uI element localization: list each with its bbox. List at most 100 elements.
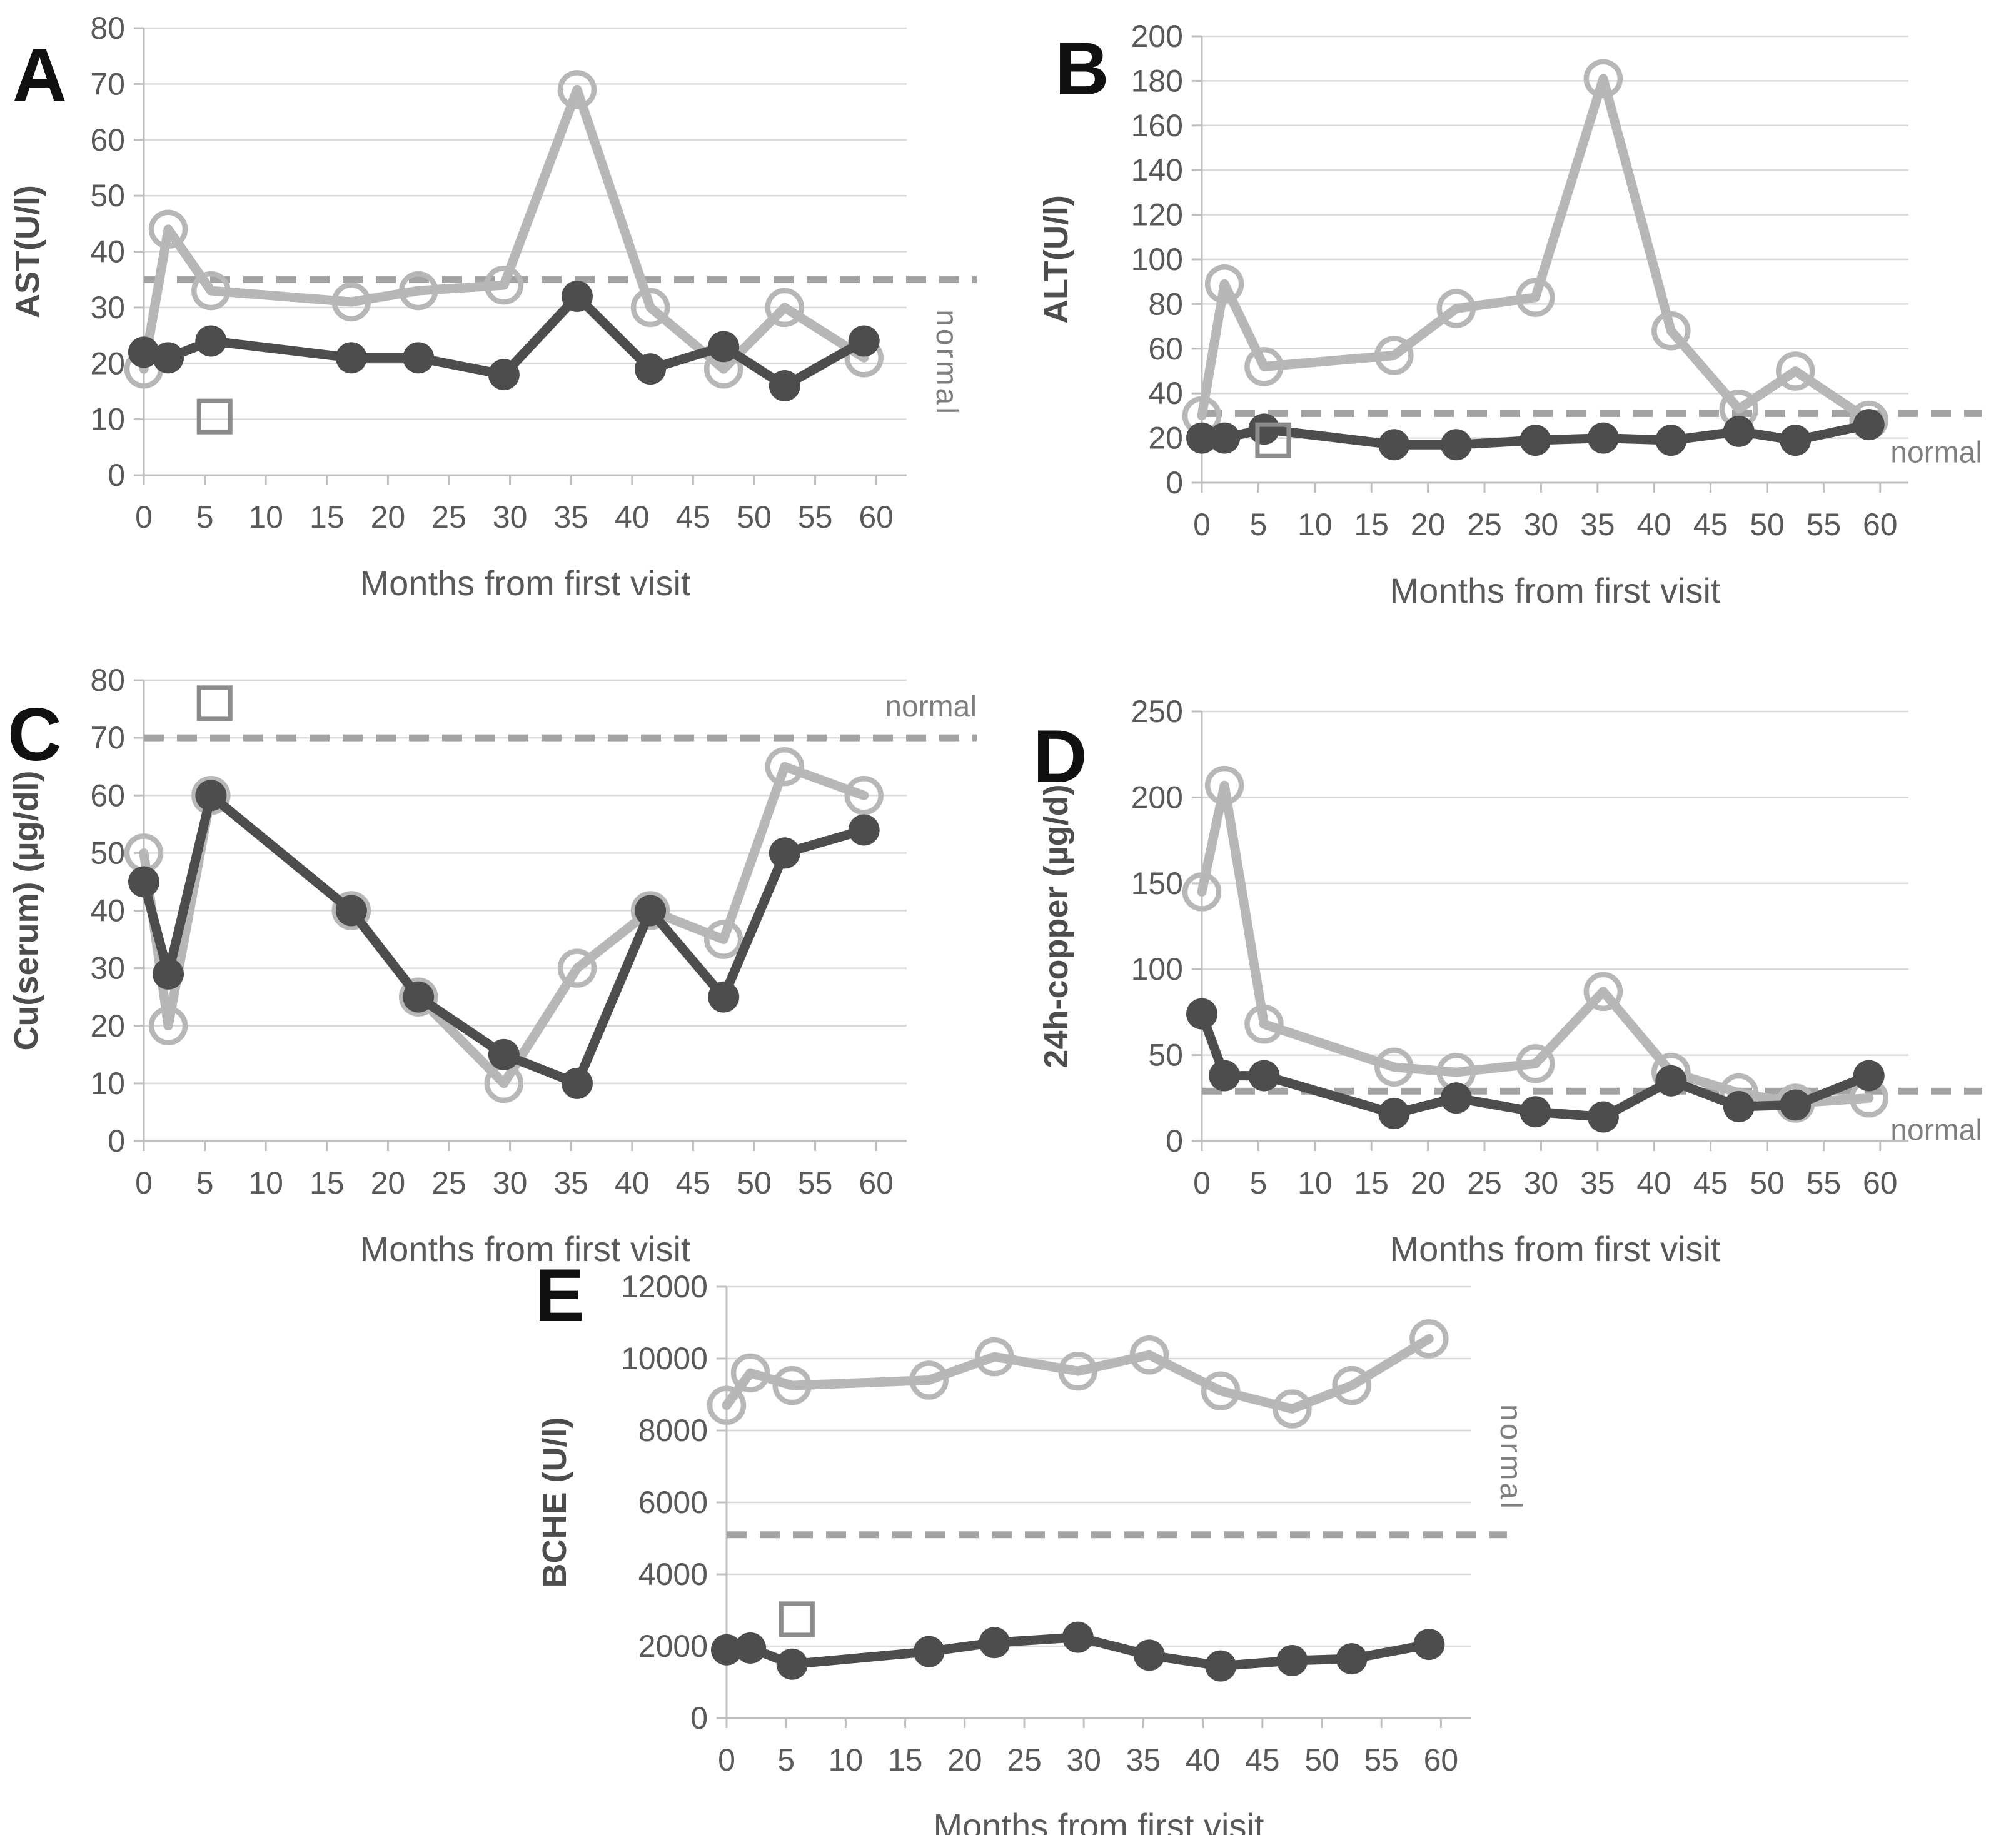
filled-circle-marker: [708, 981, 740, 1013]
x-tick-label: 25: [431, 1165, 466, 1200]
panel-letter-b: B: [1055, 27, 1109, 111]
open-circle-marker: [909, 1360, 949, 1400]
open-circle-marker: [1516, 278, 1555, 317]
x-tick-label: 5: [1249, 1165, 1267, 1200]
filled-circle-marker: [1440, 429, 1472, 461]
open-circle-marker: [331, 891, 371, 930]
open-circle-marker: [1516, 1044, 1555, 1083]
x-tick-label: 45: [676, 1165, 711, 1200]
panel-letter-e: E: [535, 1254, 585, 1337]
open-circle-marker: [1182, 872, 1222, 912]
x-axis-title: Months from first visit: [1390, 571, 1721, 610]
chart-panel-e: E 0 2000 4000 6000 8000 10000 12000 0 5 10 15 20 25 3…: [456, 1250, 1545, 1835]
chart-panel-d: D 0 50 100 150 200 250 0 5 10 15 20 25 30 35 40 45 50 55 6…: [1008, 631, 2016, 1263]
filled-circle-marker: [195, 325, 227, 357]
x-tick-label: 15: [1354, 1165, 1389, 1200]
x-tick-label: 20: [371, 1165, 406, 1200]
filled-circle-marker: [979, 1627, 1011, 1659]
y-tick-label: 180: [1131, 63, 1183, 98]
open-circle-marker: [1244, 1004, 1284, 1044]
filled-circle-marker: [403, 342, 435, 374]
x-tick-label: 5: [196, 1165, 214, 1200]
filled-circle-marker: [1853, 409, 1885, 441]
open-circle-marker: [1374, 336, 1414, 375]
x-tick-label: 15: [888, 1742, 923, 1777]
chart-panel-c: C 0 10 20 30 40 50 60 70 80 0 5 10 15 20 25 30 35 40 45 50 5…: [0, 631, 1008, 1263]
open-circle-marker: [1201, 1371, 1241, 1410]
open-circle-marker: [1332, 1365, 1371, 1405]
x-tick-label: 0: [135, 500, 153, 535]
x-tick-label: 45: [676, 500, 711, 535]
x-tick-label: 45: [1245, 1742, 1280, 1777]
filled-circle-marker: [1413, 1629, 1445, 1661]
x-tick-label: 30: [1524, 1165, 1559, 1200]
y-tick-label: 20: [90, 1008, 125, 1043]
chart-a-canvas: 0 10 20 30 40 50 60 70 80 0 5 10 15 20 25 30 35 40 45 50 55 6…: [9, 11, 977, 603]
x-tick-label: 0: [718, 1742, 735, 1777]
x-axis-title: Months from first visit: [934, 1806, 1264, 1835]
x-tick-label: 0: [1193, 507, 1211, 542]
open-circle-marker: [730, 1353, 770, 1393]
filled-circle-marker: [1440, 1082, 1472, 1114]
x-tick-label: 35: [553, 500, 588, 535]
x-tick-label: 60: [1424, 1742, 1459, 1777]
y-tick-label: 60: [90, 778, 125, 813]
filled-circle-marker: [848, 814, 880, 846]
filled-circle-marker: [335, 895, 367, 927]
x-tick-label: 50: [737, 1165, 772, 1200]
x-tick-label: 30: [493, 1165, 528, 1200]
filled-circle-marker: [1209, 1060, 1241, 1092]
x-tick-label: 5: [777, 1742, 795, 1777]
y-tick-label: 30: [90, 290, 125, 325]
normal-label: normal: [885, 690, 977, 723]
chart-b-canvas: 0 20 40 60 80 100 120 140 160 180 200 0 5 10 15 20 25 30 3…: [1037, 19, 1982, 610]
open-circle-marker: [1273, 1389, 1312, 1429]
x-tick-label: 50: [1750, 507, 1785, 542]
open-circle-marker: [765, 288, 805, 328]
open-circle-marker: [148, 1006, 188, 1045]
x-tick-label: 10: [248, 1165, 283, 1200]
chart-panel-b: B 0 20 40 60 80 100 120 140 160 180 200 0 5 10 15 20 25 3…: [1008, 0, 2016, 625]
x-tick-label: 15: [310, 500, 345, 535]
y-tick-label: 8000: [638, 1413, 708, 1448]
open-circle-marker: [1409, 1319, 1449, 1359]
filled-circle-marker: [711, 1634, 742, 1666]
y-tick-label: 200: [1131, 780, 1183, 815]
filled-circle-marker: [1723, 1091, 1755, 1123]
open-circle-marker: [1583, 972, 1623, 1012]
x-tick-label: 50: [1750, 1165, 1785, 1200]
normal-label: normal: [930, 309, 963, 416]
x-tick-label: 30: [1066, 1742, 1101, 1777]
y-tick-label: 100: [1131, 952, 1183, 987]
x-tick-label: 20: [371, 500, 406, 535]
x-tick-label: 35: [553, 1165, 588, 1200]
filled-circle-marker: [635, 353, 667, 385]
chart-c-canvas: 0 10 20 30 40 50 60 70 80 0 5 10 15 20 25 30 35 40 45 50 55 6…: [8, 663, 977, 1263]
open-circle-marker: [1058, 1351, 1097, 1391]
y-tick-label: 20: [90, 346, 125, 381]
x-axis-title: Months from first visit: [360, 563, 691, 603]
x-tick-label: 15: [310, 1165, 345, 1200]
open-circle-marker: [630, 288, 670, 328]
open-circle-marker: [398, 271, 438, 311]
y-tick-label: 0: [690, 1701, 708, 1736]
open-circle-marker: [1436, 289, 1476, 328]
filled-circle-marker: [195, 780, 227, 812]
series-open-circle-line: [722, 1334, 1434, 1414]
filled-circle-marker: [128, 866, 159, 898]
y-tick-label: 0: [1166, 465, 1183, 500]
y-tick-label: 50: [1148, 1038, 1183, 1073]
filled-circle-marker: [735, 1632, 767, 1664]
x-tick-label: 55: [1807, 507, 1842, 542]
open-square-marker: [1255, 422, 1291, 458]
open-circle-marker: [844, 776, 884, 815]
filled-circle-marker: [561, 1067, 593, 1099]
y-tick-label: 40: [90, 893, 125, 928]
x-tick-label: 25: [431, 500, 466, 535]
filled-circle-marker: [1587, 1101, 1619, 1133]
y-tick-label: 2000: [638, 1629, 708, 1664]
filled-circle-marker: [1378, 1098, 1410, 1130]
x-tick-label: 0: [135, 1165, 153, 1200]
open-circle-marker: [557, 70, 597, 109]
open-circle-marker: [1244, 347, 1284, 386]
